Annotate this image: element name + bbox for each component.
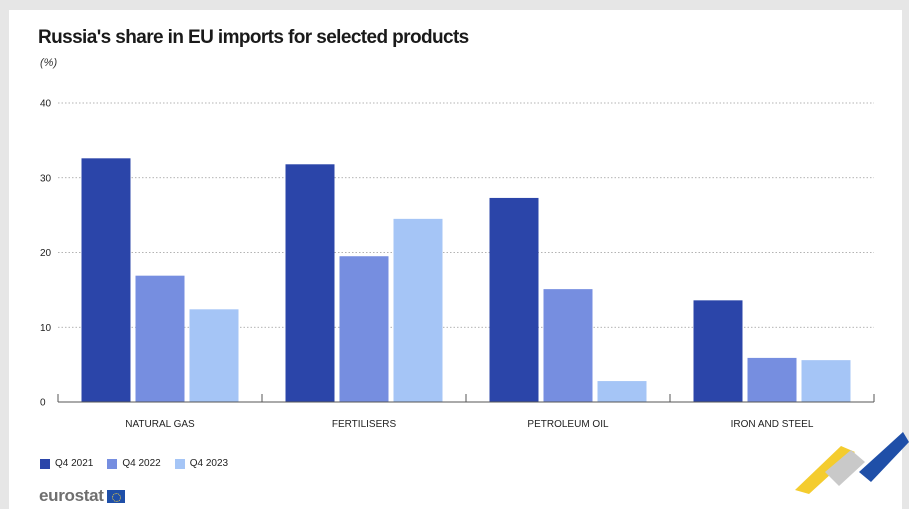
y-tick-label: 40	[40, 99, 52, 110]
bar	[747, 357, 797, 402]
legend-item: Q4 2021	[40, 458, 93, 469]
legend-swatch	[107, 458, 118, 469]
bars	[81, 158, 851, 402]
chart-card	[9, 10, 902, 509]
bar	[597, 381, 647, 402]
brand-text: eurostat	[39, 486, 104, 505]
legend-item: Q4 2022	[107, 458, 161, 469]
y-tick-label: 10	[40, 323, 52, 334]
bar	[81, 158, 131, 402]
legend-label: Q4 2021	[55, 458, 94, 469]
category-labels: NATURAL GAS FERTILISERS PETROLEUM OIL IRON …	[125, 419, 814, 430]
y-tick-label: 20	[40, 248, 52, 259]
eurostat-swoosh-icon	[795, 432, 909, 494]
category-label: IRON AND STEEL	[731, 419, 814, 430]
legend-item: Q4 2023	[174, 458, 229, 469]
category-label: NATURAL GAS	[125, 419, 195, 430]
legend-label: Q4 2022	[122, 458, 161, 469]
bar	[339, 256, 389, 402]
y-tick-label: 0	[40, 398, 46, 409]
category-label: FERTILISERS	[332, 419, 397, 430]
bar	[135, 275, 185, 402]
legend-swatch	[40, 458, 50, 469]
bar	[393, 218, 443, 402]
bar	[693, 300, 743, 402]
chart-unit: (%)	[40, 57, 58, 69]
y-tick-labels: 0 10 20 30 40	[40, 99, 52, 409]
bar	[489, 197, 539, 402]
x-axis	[57, 394, 875, 403]
bar	[189, 309, 239, 402]
legend-label: Q4 2023	[189, 458, 229, 469]
y-tick-label: 30	[40, 173, 52, 184]
eurostat-logo: eurostat	[39, 486, 125, 506]
category-label: PETROLEUM OIL	[527, 419, 609, 430]
eu-flag-icon	[106, 489, 125, 503]
chart-title: Russia's share in EU imports for selecte…	[38, 27, 469, 48]
bar	[801, 360, 851, 402]
bar	[285, 164, 335, 402]
legend-swatch	[174, 458, 185, 469]
legend: Q4 2021 Q4 2022 Q4 2023	[40, 458, 228, 469]
bar	[543, 289, 593, 402]
